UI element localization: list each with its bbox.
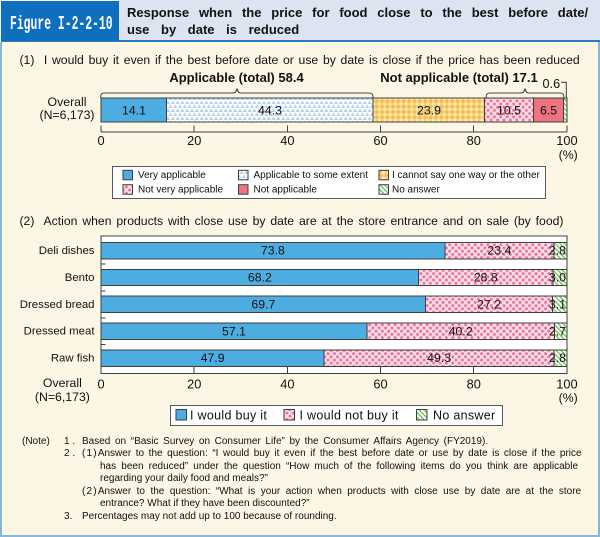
svg-text:27.2: 27.2 [477,297,501,311]
svg-text:28.8: 28.8 [474,271,498,285]
svg-text:14.1: 14.1 [122,104,146,118]
svg-text:6.5: 6.5 [540,104,557,118]
svg-text:40: 40 [280,133,294,148]
svg-text:Applicable to some extent: Applicable to some extent [254,170,369,181]
svg-text:40: 40 [280,376,294,391]
svg-text:I would not buy it: I would not buy it [299,409,398,423]
svg-text:Bento: Bento [65,272,95,284]
svg-text:60: 60 [373,133,387,148]
svg-text:100: 100 [556,376,577,391]
svg-text:23.4: 23.4 [487,244,511,258]
svg-text:2.7: 2.7 [549,324,566,338]
svg-text:20: 20 [187,133,201,148]
svg-text:80: 80 [467,376,481,391]
svg-text:I cannot say one way or the ot: I cannot say one way or the other [392,170,541,181]
svg-text:2.8: 2.8 [549,244,566,258]
svg-text:80: 80 [467,133,481,148]
svg-text:Deli dishes: Deli dishes [39,245,95,257]
svg-text:60: 60 [373,376,387,391]
svg-text:Raw fish: Raw fish [51,353,95,365]
svg-text:47.9: 47.9 [201,351,225,365]
svg-text:No answer: No answer [433,409,495,423]
svg-text:(%): (%) [559,391,578,405]
svg-text:10.5: 10.5 [497,104,521,118]
svg-text:73.8: 73.8 [261,244,285,258]
svg-text:3.1: 3.1 [549,297,566,311]
svg-text:Dressed meat: Dressed meat [24,326,96,338]
svg-text:Not applicable: Not applicable [254,184,318,195]
svg-text:0: 0 [97,376,104,391]
svg-text:69.7: 69.7 [251,297,275,311]
svg-text:2.8: 2.8 [549,351,566,365]
svg-text:23.9: 23.9 [417,104,441,118]
svg-text:Very applicable: Very applicable [138,170,206,181]
svg-text:3.0: 3.0 [549,271,566,285]
svg-text:44.3: 44.3 [258,104,282,118]
svg-text:20: 20 [187,376,201,391]
svg-text:49.3: 49.3 [427,351,451,365]
svg-text:100: 100 [556,133,577,148]
svg-text:(%): (%) [559,148,578,162]
svg-text:Not very applicable: Not very applicable [138,184,223,195]
svg-text:57.1: 57.1 [222,324,246,338]
svg-text:Dressed bread: Dressed bread [20,299,95,311]
svg-text:40.2: 40.2 [449,324,473,338]
svg-text:0: 0 [97,133,104,148]
svg-text:No answer: No answer [392,184,440,195]
svg-text:68.2: 68.2 [248,271,272,285]
svg-text:I would buy it: I would buy it [190,409,267,423]
